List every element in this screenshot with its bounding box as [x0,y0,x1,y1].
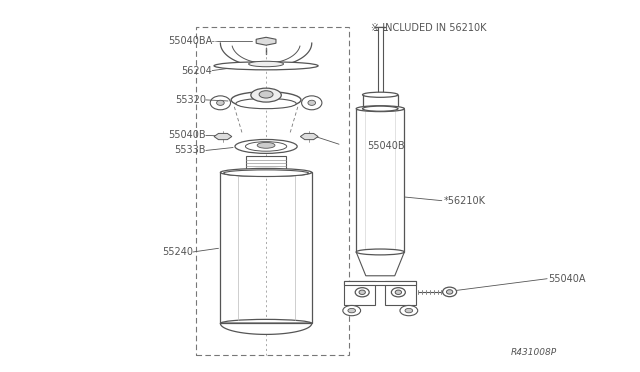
Ellipse shape [343,305,360,316]
Ellipse shape [231,92,301,108]
Text: R431008P: R431008P [510,348,556,357]
Ellipse shape [359,290,365,295]
Text: ※ INCLUDED IN 56210K: ※ INCLUDED IN 56210K [371,23,486,33]
Polygon shape [220,173,312,323]
Ellipse shape [248,61,284,67]
Ellipse shape [405,308,413,313]
Ellipse shape [356,106,404,112]
Ellipse shape [220,320,312,327]
Ellipse shape [392,288,405,297]
Text: 55040A: 55040A [548,274,586,284]
Polygon shape [385,281,417,305]
Polygon shape [356,109,404,252]
Text: 55040B: 55040B [367,141,405,151]
Polygon shape [300,134,318,140]
Polygon shape [246,156,286,174]
Ellipse shape [308,100,316,105]
Text: 55240: 55240 [162,247,193,257]
Ellipse shape [259,91,273,98]
Ellipse shape [443,287,456,296]
Ellipse shape [355,288,369,297]
Ellipse shape [447,290,452,294]
Ellipse shape [362,92,398,97]
Ellipse shape [214,62,318,70]
Ellipse shape [348,308,356,313]
Ellipse shape [301,96,322,110]
Ellipse shape [235,140,297,153]
Polygon shape [378,26,383,105]
Polygon shape [214,42,318,69]
Ellipse shape [223,170,308,176]
Text: 55040BA: 55040BA [168,35,212,45]
Ellipse shape [216,100,224,105]
Ellipse shape [400,305,418,316]
Polygon shape [214,134,232,140]
Polygon shape [220,323,312,334]
Ellipse shape [220,169,312,176]
Text: 56204: 56204 [181,65,212,76]
Text: *56210K: *56210K [444,196,486,206]
Ellipse shape [356,249,404,255]
Polygon shape [344,281,417,285]
Ellipse shape [395,290,401,295]
Polygon shape [256,37,276,45]
Polygon shape [344,281,375,305]
Text: 55040B: 55040B [168,131,206,141]
Text: 55320: 55320 [175,95,206,105]
Text: 5533B: 5533B [174,145,206,155]
Ellipse shape [362,106,398,111]
Ellipse shape [251,88,282,102]
Ellipse shape [211,96,230,110]
Ellipse shape [246,142,287,151]
Ellipse shape [236,99,296,109]
Polygon shape [356,252,404,276]
Polygon shape [362,95,398,109]
Ellipse shape [257,142,275,148]
